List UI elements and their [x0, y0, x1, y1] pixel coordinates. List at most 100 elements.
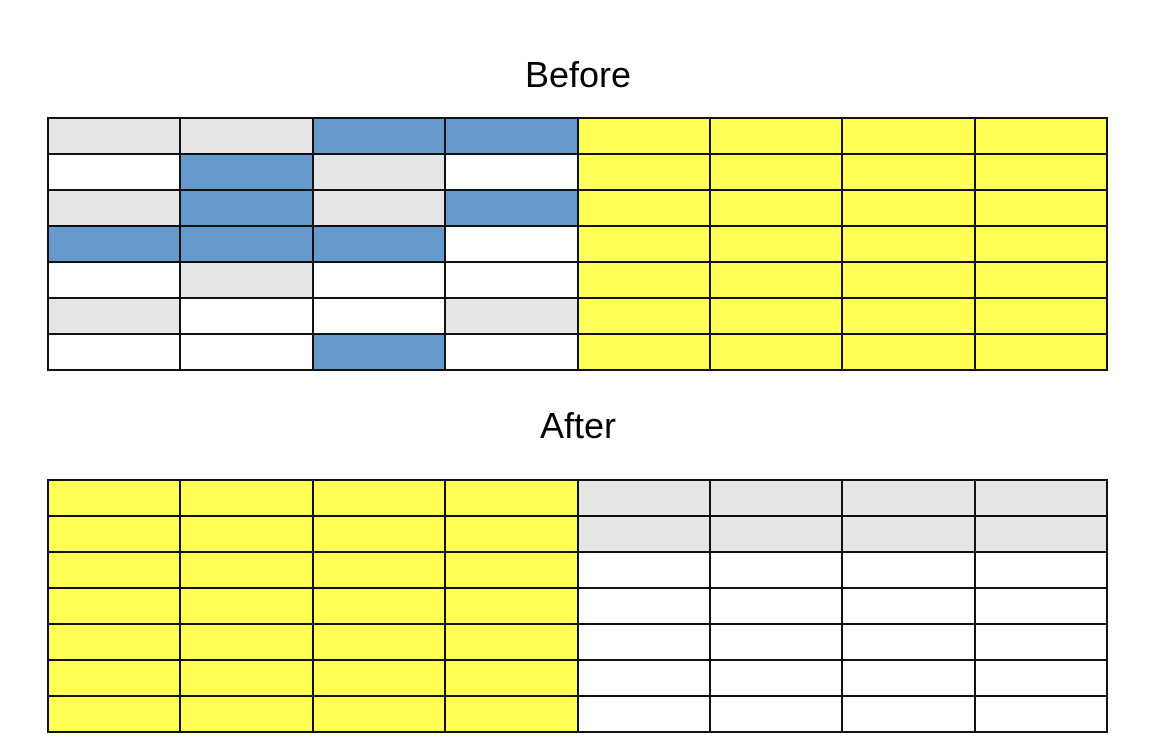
after-cell: [710, 625, 844, 661]
before-cell: [181, 155, 314, 191]
before-cell: [710, 155, 844, 191]
after-cell: [49, 481, 182, 517]
before-cell: [49, 335, 182, 371]
after-cell: [578, 553, 711, 589]
before-cell: [843, 299, 976, 335]
after-cell: [181, 517, 314, 553]
before-cell: [578, 227, 711, 263]
after-cell: [446, 553, 579, 589]
before-cell: [843, 227, 976, 263]
before-cell: [313, 191, 447, 227]
before-cell: [843, 155, 976, 191]
after-grid: [47, 479, 1108, 733]
after-cell: [446, 517, 579, 553]
before-cell: [181, 227, 314, 263]
before-cell: [446, 227, 579, 263]
after-cell: [578, 589, 711, 625]
after-cell: [181, 625, 314, 661]
before-cell: [578, 335, 711, 371]
before-cell: [446, 263, 579, 299]
after-cell: [578, 481, 711, 517]
after-cell: [578, 625, 711, 661]
before-cell: [446, 335, 579, 371]
after-cell: [975, 661, 1108, 697]
after-cell: [975, 625, 1108, 661]
after-cell: [313, 517, 447, 553]
before-cell: [975, 263, 1108, 299]
before-cell: [49, 155, 182, 191]
after-cell: [710, 517, 844, 553]
after-cell: [49, 589, 182, 625]
before-cell: [313, 263, 447, 299]
after-cell: [446, 697, 579, 733]
before-cell: [49, 119, 182, 155]
after-cell: [843, 697, 976, 733]
before-cell: [49, 227, 182, 263]
before-cell: [313, 119, 447, 155]
after-cell: [49, 625, 182, 661]
after-cell: [975, 553, 1108, 589]
after-cell: [710, 481, 844, 517]
before-cell: [181, 335, 314, 371]
before-title: Before: [524, 54, 632, 95]
after-cell: [710, 697, 844, 733]
after-cell: [49, 553, 182, 589]
after-cell: [843, 625, 976, 661]
after-cell: [181, 553, 314, 589]
before-cell: [181, 119, 314, 155]
before-cell: [843, 263, 976, 299]
before-cell: [578, 299, 711, 335]
before-cell: [975, 119, 1108, 155]
after-cell: [578, 517, 711, 553]
before-cell: [710, 299, 844, 335]
after-cell: [181, 481, 314, 517]
after-cell: [49, 661, 182, 697]
before-cell: [49, 299, 182, 335]
before-cell: [49, 263, 182, 299]
before-cell: [446, 119, 579, 155]
before-cell: [446, 299, 579, 335]
before-cell: [446, 155, 579, 191]
after-cell: [843, 661, 976, 697]
after-cell: [313, 589, 447, 625]
before-cell: [313, 335, 447, 371]
before-cell: [578, 155, 711, 191]
after-cell: [446, 661, 579, 697]
after-cell: [313, 661, 447, 697]
before-cell: [181, 263, 314, 299]
before-cell: [843, 119, 976, 155]
after-cell: [710, 661, 844, 697]
after-cell: [181, 661, 314, 697]
before-cell: [313, 299, 447, 335]
before-cell: [313, 155, 447, 191]
before-cell: [578, 119, 711, 155]
before-cell: [181, 299, 314, 335]
before-cell: [975, 155, 1108, 191]
before-cell: [975, 191, 1108, 227]
before-cell: [313, 227, 447, 263]
before-cell: [975, 299, 1108, 335]
after-cell: [710, 589, 844, 625]
after-cell: [313, 625, 447, 661]
before-cell: [578, 191, 711, 227]
after-cell: [446, 625, 579, 661]
before-cell: [975, 227, 1108, 263]
after-cell: [181, 589, 314, 625]
before-grid: [47, 117, 1108, 371]
after-cell: [313, 553, 447, 589]
after-cell: [975, 697, 1108, 733]
after-cell: [313, 697, 447, 733]
after-cell: [49, 697, 182, 733]
before-cell: [843, 191, 976, 227]
before-cell: [49, 191, 182, 227]
before-cell: [710, 227, 844, 263]
before-cell: [181, 191, 314, 227]
after-cell: [975, 589, 1108, 625]
after-cell: [843, 517, 976, 553]
before-cell: [446, 191, 579, 227]
before-cell: [710, 119, 844, 155]
after-cell: [975, 517, 1108, 553]
after-cell: [843, 589, 976, 625]
before-cell: [710, 335, 844, 371]
before-cell: [710, 263, 844, 299]
